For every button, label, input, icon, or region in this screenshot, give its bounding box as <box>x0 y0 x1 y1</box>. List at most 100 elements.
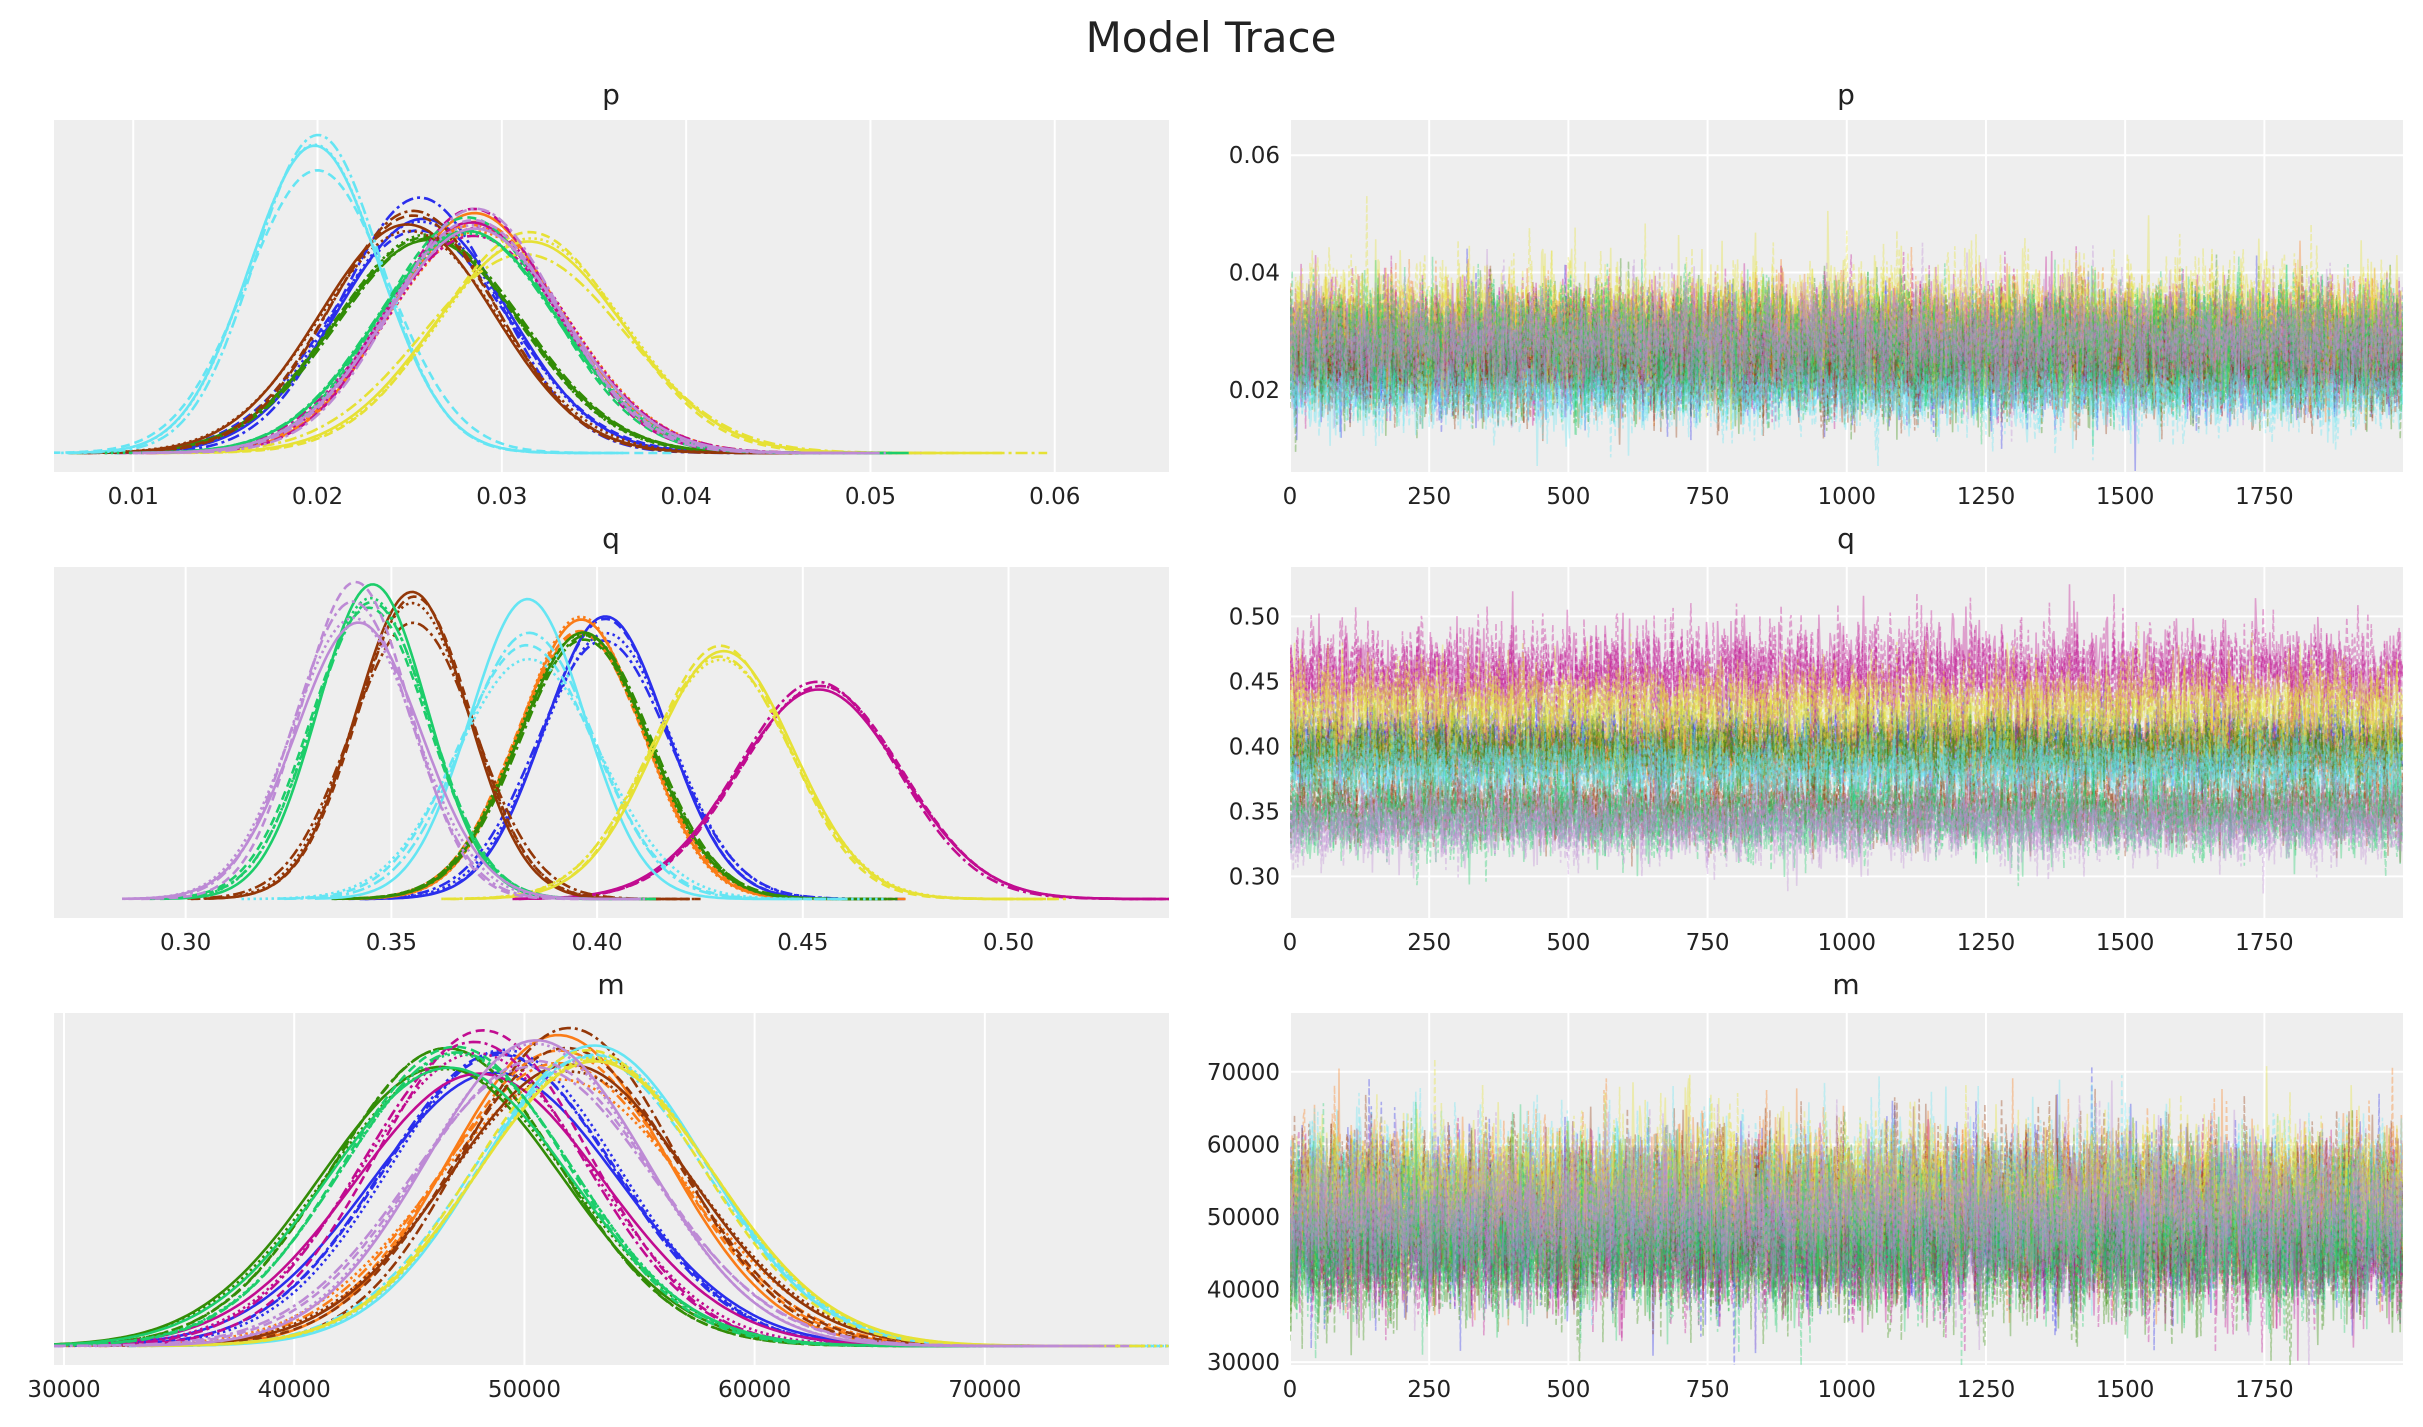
kde-line-dotted <box>81 233 827 455</box>
x-tick-label: 1500 <box>2096 1377 2155 1403</box>
trace-line-dotted <box>1290 762 2403 886</box>
trace-line-dashdot <box>1290 259 2403 445</box>
plot-area <box>54 120 1169 472</box>
series-group <box>1290 1058 2403 1365</box>
x-tick-label: 50000 <box>488 1377 561 1403</box>
trace-line-dashdot <box>1290 1117 2403 1353</box>
kde-line-dashed <box>186 230 937 455</box>
trace-line-solid <box>1290 1080 2403 1316</box>
trace-line-solid <box>1290 691 2403 825</box>
y-tick-label: 0.40 <box>1229 734 1280 760</box>
y-tick-label: 0.45 <box>1229 669 1280 695</box>
trace-line-dashdot <box>1290 248 2403 441</box>
y-tick-label: 0.35 <box>1229 799 1280 825</box>
kde-line-dotted <box>518 684 1164 901</box>
trace-line-dashdot <box>1290 680 2403 824</box>
trace-line-dashed <box>1290 1111 2403 1365</box>
y-tick-label: 0.06 <box>1229 143 1280 169</box>
trace-line-solid <box>1290 1094 2403 1356</box>
trace-line-dashed <box>1290 745 2403 877</box>
trace-line-dashdot <box>1290 696 2403 843</box>
x-tick-label: 0.40 <box>571 930 622 956</box>
kde-line-dashdot <box>179 207 886 455</box>
trace-line-dotted <box>1290 684 2403 824</box>
trace-line-dotted <box>1290 262 2403 432</box>
kde-line-dotted <box>191 601 698 901</box>
kde-line-dashed <box>141 580 639 901</box>
trace-line-solid <box>1290 1109 2403 1356</box>
series-group <box>54 1026 1169 1348</box>
trace-line-solid <box>1290 691 2403 824</box>
x-tick-label: 1500 <box>2096 930 2155 956</box>
trace-line-dashed <box>1290 305 2403 467</box>
trace-line-solid <box>1290 1101 2403 1345</box>
kde-line-dashdot <box>54 1046 1009 1348</box>
trace-line-solid <box>1290 210 2403 430</box>
x-tick-label: 0 <box>1283 484 1298 510</box>
kde-line-dashdot <box>88 209 822 455</box>
trace-line-dotted <box>1290 1078 2403 1327</box>
x-tick-label: 1500 <box>2096 484 2155 510</box>
trace-line-dashdot <box>1290 1117 2403 1347</box>
kde-q-panel: 0.30 0.35 0.40 0.45 0.50 <box>54 567 1169 956</box>
y-tick-label: 0.04 <box>1229 261 1280 287</box>
trace-line-solid <box>1290 1079 2403 1303</box>
kde-line-dotted <box>241 657 888 901</box>
trace-line-dashed <box>1290 674 2403 811</box>
trace-line-dotted <box>1290 1133 2403 1361</box>
trace-line-dashed <box>1290 680 2403 818</box>
kde-line-dashed <box>84 214 793 455</box>
x-tick-label: 0.01 <box>108 484 159 510</box>
trace-line-solid <box>1290 1066 2403 1300</box>
kde-p-panel: 0.01 0.02 0.03 0.04 0.05 0.06 <box>54 120 1169 510</box>
trace-line-solid <box>1290 280 2403 472</box>
trace-line-dotted <box>1290 258 2403 431</box>
x-tick-label: 1250 <box>1957 484 2016 510</box>
trace-line-dashed <box>1290 1075 2403 1327</box>
trace-line-dotted <box>1290 281 2403 440</box>
trace-line-dotted <box>1290 761 2403 881</box>
x-tick-label: 1750 <box>2235 930 2294 956</box>
kde-p-title: p <box>602 78 620 111</box>
kde-line-dashed <box>127 1046 1049 1348</box>
trace-line-dashed <box>1290 1094 2403 1302</box>
trace-line-solid <box>1290 248 2403 425</box>
kde-line-dotted <box>104 232 890 455</box>
y-tick-label: 0.02 <box>1229 378 1280 404</box>
trace-line-dashdot <box>1290 1074 2403 1296</box>
x-tick-label: 0.35 <box>366 930 417 956</box>
trace-line-dashed <box>1290 266 2403 436</box>
trace-line-solid <box>1290 681 2403 804</box>
x-tick-label: 40000 <box>258 1377 331 1403</box>
trace-line-dashed <box>1290 700 2403 830</box>
trace-q-panel: 0 250 500 750 1000 1250 1500 1750 0.30 0.35 0.40 0.… <box>1229 567 2403 956</box>
x-tick-label: 250 <box>1407 1377 1451 1403</box>
trace-line-solid <box>1290 584 2403 761</box>
kde-line-dashed <box>359 617 885 901</box>
kde-m-title: m <box>597 968 624 1001</box>
trace-line-dashed <box>1290 1103 2403 1355</box>
trace-line-dotted <box>1290 1058 2403 1306</box>
trace-line-dotted <box>1290 742 2403 860</box>
kde-line-dashdot <box>512 680 1169 901</box>
trace-line-solid <box>1290 268 2403 440</box>
trace-line-dashdot <box>1290 234 2403 420</box>
kde-line-dashed <box>54 168 673 455</box>
x-tick-label: 1250 <box>1957 930 2016 956</box>
trace-line-dotted <box>1290 256 2403 431</box>
trace-line-dashed <box>1290 252 2403 427</box>
x-tick-label: 0.05 <box>845 484 896 510</box>
trace-line-dashdot <box>1290 625 2403 790</box>
kde-line-dotted <box>70 229 856 455</box>
kde-line-dashdot <box>348 634 873 901</box>
kde-line-dashdot <box>187 621 678 901</box>
kde-line-dashdot <box>150 1058 1108 1348</box>
x-tick-label: 0.02 <box>292 484 343 510</box>
trace-line-dashdot <box>1290 675 2403 808</box>
trace-q-title: q <box>1837 522 1855 555</box>
x-tick-label: 70000 <box>948 1377 1021 1403</box>
trace-line-dashdot <box>1290 251 2403 421</box>
x-tick-label: 1750 <box>2235 484 2294 510</box>
x-tick-label: 1000 <box>1818 1377 1877 1403</box>
kde-line-dashdot <box>54 1065 1106 1348</box>
